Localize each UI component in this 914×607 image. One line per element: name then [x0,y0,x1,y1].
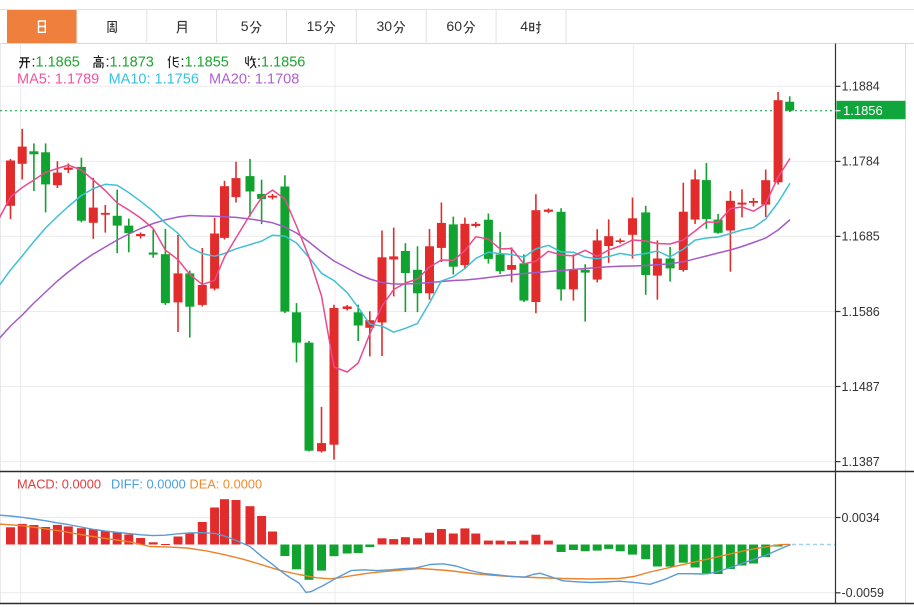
svg-text:1.1884: 1.1884 [842,80,880,94]
svg-text:30: 30 [377,18,393,34]
svg-text:DIFF: 0.0000: DIFF: 0.0000 [111,476,186,491]
svg-text:1.1586: 1.1586 [842,305,880,319]
svg-text::: : [32,55,36,71]
svg-text:1.1865: 1.1865 [36,55,80,71]
svg-text:MACD: 0.0000: MACD: 0.0000 [17,476,101,491]
svg-text:15: 15 [307,18,323,34]
svg-text:-0.0059: -0.0059 [842,586,884,600]
svg-text:DEA: 0.0000: DEA: 0.0000 [190,476,263,491]
svg-text:5: 5 [241,18,249,34]
svg-text:60: 60 [446,18,462,34]
svg-text:0.0034: 0.0034 [842,511,880,525]
svg-text::: : [181,55,185,71]
svg-text:1.1873: 1.1873 [110,55,154,71]
svg-text::: : [257,55,261,71]
svg-text:1.1855: 1.1855 [185,55,229,71]
svg-text:1.1856: 1.1856 [843,103,883,118]
svg-text:MA20: 1.1708: MA20: 1.1708 [209,72,299,88]
svg-text:4: 4 [520,18,528,34]
svg-text:1.1784: 1.1784 [842,155,880,169]
svg-text::: : [106,55,110,71]
svg-text:1.1387: 1.1387 [842,455,880,469]
svg-text:1.1487: 1.1487 [842,380,880,394]
svg-text:MA10: 1.1756: MA10: 1.1756 [109,72,199,88]
svg-text:1.1685: 1.1685 [842,230,880,244]
svg-text:MA5: 1.1789: MA5: 1.1789 [17,72,99,88]
svg-text:1.1856: 1.1856 [261,55,305,71]
